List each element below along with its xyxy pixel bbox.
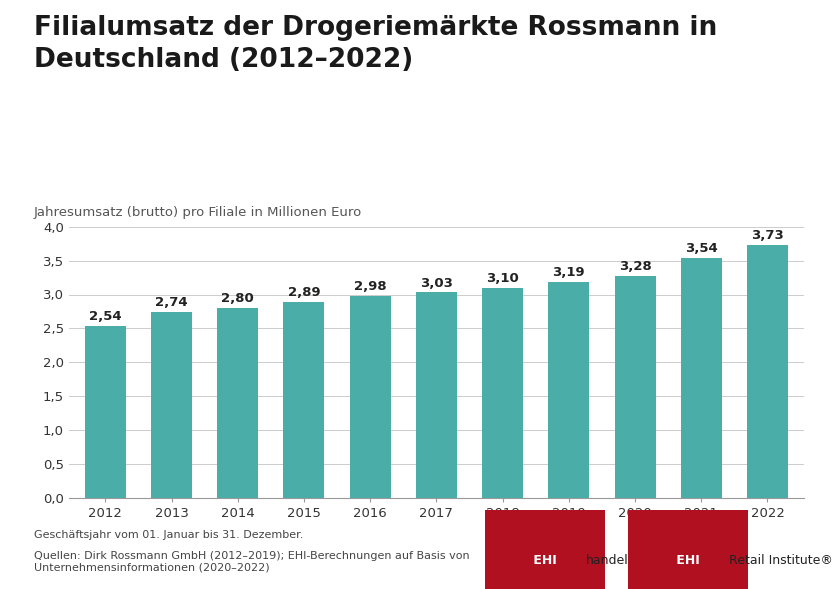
- Bar: [615, 276, 655, 498]
- Bar: [482, 287, 523, 498]
- Bar: [151, 312, 192, 498]
- Bar: [85, 326, 126, 498]
- Text: 3,73: 3,73: [751, 229, 784, 242]
- Text: 3,19: 3,19: [553, 266, 585, 279]
- Text: 3,54: 3,54: [685, 242, 717, 255]
- Text: 3,28: 3,28: [618, 260, 651, 273]
- Text: 2,89: 2,89: [287, 286, 320, 299]
- Text: 3,03: 3,03: [420, 277, 453, 290]
- Text: Filialumsatz der Drogeriemärkte Rossmann in
Deutschland (2012–2022): Filialumsatz der Drogeriemärkte Rossmann…: [34, 15, 717, 72]
- Text: 2,98: 2,98: [354, 280, 386, 293]
- Text: Geschäftsjahr vom 01. Januar bis 31. Dezember.: Geschäftsjahr vom 01. Januar bis 31. Dez…: [34, 530, 303, 540]
- Text: handelsdaten.de: handelsdaten.de: [586, 554, 691, 567]
- Text: 2,54: 2,54: [89, 310, 122, 323]
- Bar: [680, 258, 722, 498]
- Bar: [349, 296, 391, 498]
- Text: EHI: EHI: [529, 554, 561, 567]
- Text: Retail Institute®: Retail Institute®: [729, 554, 833, 567]
- Bar: [416, 293, 457, 498]
- Text: 3,10: 3,10: [486, 272, 519, 285]
- Text: Quellen: Dirk Rossmann GmbH (2012–2019); EHI-Berechnungen auf Basis von
Unterneh: Quellen: Dirk Rossmann GmbH (2012–2019);…: [34, 551, 470, 573]
- Bar: [218, 308, 258, 498]
- Bar: [747, 245, 788, 498]
- Text: 2,74: 2,74: [155, 296, 188, 309]
- Text: 2,80: 2,80: [222, 292, 255, 305]
- Text: Jahresumsatz (brutto) pro Filiale in Millionen Euro: Jahresumsatz (brutto) pro Filiale in Mil…: [34, 206, 362, 219]
- Bar: [283, 302, 324, 498]
- Bar: [549, 282, 590, 498]
- Text: EHI: EHI: [672, 554, 704, 567]
